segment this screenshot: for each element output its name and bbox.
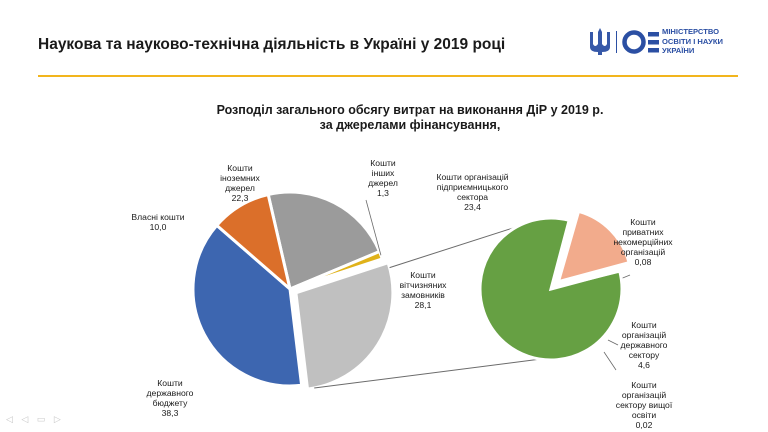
pie-slice-кошти-інших-джерел <box>289 249 385 291</box>
breakdown-slice-value-label: 0,02 <box>635 420 653 430</box>
pie-slice-label-line: Кошти <box>410 270 436 280</box>
mon-logo-bars-icon <box>648 32 659 53</box>
breakdown-slice-label-кошти-приватних-некомерційних-організацій: Кошти приватних некомерційних організацій 0,… <box>598 217 688 267</box>
pie-slice-label-line: державного <box>146 388 194 398</box>
breakdown-slice-label-line: державного <box>620 340 668 350</box>
page-title: Наукова та науково-технічна діяльність в… <box>38 36 506 53</box>
breakdown-pie <box>478 207 633 362</box>
breakdown-slice-label-line: сектору вищої <box>615 400 673 410</box>
pie-slice-label-line: Власні кошти <box>131 212 185 222</box>
chart-title-line1: Розподіл загального обсягу витрат на вик… <box>216 103 604 117</box>
pie-slice-label-line: Кошти <box>227 163 253 173</box>
chart-title-line2: за джерелами фінансування, <box>319 118 501 132</box>
pie-slice-label-line: джерел <box>225 183 255 193</box>
pie-slice-label-line: Кошти <box>157 378 183 388</box>
pie-slice-label-line: замовників <box>401 290 445 300</box>
breakdown-slice-label-line: Кошти <box>631 380 657 390</box>
main-pie <box>191 190 395 391</box>
pie-slice-label-line: вітчизняних <box>399 280 447 290</box>
breakdown-slice-кошти-організацій-державного-сектору <box>558 211 630 282</box>
breakdown-slice-label-line: організацій <box>621 330 667 340</box>
breakdown-slice-value-label: 4,6 <box>638 360 650 370</box>
pie-slice-кошти-вітчизняних-замовників <box>294 260 395 391</box>
ministry-name: МІНІСТЕРСТВО ОСВІТИ І НАУКИ УКРАЇНИ <box>662 27 723 55</box>
chart-title: Розподіл загального обсягу витрат на вик… <box>130 103 690 133</box>
pie-slice-label-кошти-інших-джерел: Кошти інших джерел 1,3 <box>358 158 408 198</box>
breakdown-slice-label-line: організацій <box>620 247 666 257</box>
slide-nav-controls[interactable]: ◁ ◁ ▭ ▷ <box>6 414 64 424</box>
pie-slice-label-line: іноземних <box>220 173 260 183</box>
pie-slice-label-кошти-державного-бюджету: Кошти державного бюджету 38,3 <box>130 378 210 418</box>
breakdown-slice-label-line: організацій <box>621 390 667 400</box>
pie-slice-label-line: інших <box>371 168 395 178</box>
trident-icon <box>590 28 610 55</box>
breakdown-slice-label-кошти-організацій-державного-сектору: Кошти організацій державного сектору 4,6 <box>604 320 684 370</box>
pie-slice-кошти-державного-бюджету <box>191 223 304 388</box>
leader-line-breakdown-1 <box>607 339 619 346</box>
leader-line-breakdown-2 <box>603 351 617 371</box>
breakdown-slice-label-line: Кошти <box>630 217 656 227</box>
breakdown-slice-кошти-організацій-підприємницького-сектора <box>478 216 624 362</box>
mon-logo-icon <box>622 30 646 54</box>
breakdown-slice-label-line: приватних <box>622 227 664 237</box>
pie-slice-label-власні-кошти: Власні кошти 10,0 <box>118 212 198 232</box>
breakdown-slice-label-line: сектору <box>628 350 660 360</box>
leader-line-other-sources <box>365 199 382 256</box>
ministry-logo <box>590 28 659 55</box>
breakdown-slice-кошти-приватних-некомерційних-організацій <box>553 207 575 278</box>
pie-slice-label-line: джерел <box>368 178 398 188</box>
pie-slice-кошти-іноземних-джерел <box>266 190 382 292</box>
breakdown-slice-label-line: освіти <box>631 410 657 420</box>
breakdown-slice-label-кошти-організацій-сектору-вищої-освіти: Кошти організацій сектору вищої освіти 0,02 <box>604 380 684 430</box>
pie-slice-value-label: 28,1 <box>414 300 432 310</box>
breakdown-slice-label-line: некомерційних <box>613 237 673 247</box>
logo-divider <box>616 31 617 53</box>
pie-slice-value-label: 1,3 <box>377 188 389 198</box>
pie-slice-value-label: 38,3 <box>161 408 179 418</box>
breakdown-slice-value-label: 0,08 <box>634 257 652 267</box>
pie-slice-label-line: Кошти <box>370 158 396 168</box>
breakdown-slice-label-line: Кошти <box>631 320 657 330</box>
pie-slice-value-label: 22,3 <box>231 193 249 203</box>
pie-slice-value-label: 10,0 <box>149 222 167 232</box>
breakdown-slice-label-line: підприємницького <box>436 182 509 192</box>
connector-line-bottom <box>314 358 542 389</box>
pie-slice-label-кошти-вітчизняних-замовників: Кошти вітчизняних замовників 28,1 <box>388 270 458 310</box>
breakdown-slice-кошти-організацій-сектору-вищої-освіти <box>562 266 633 287</box>
breakdown-slice-value-label: 23,4 <box>464 202 481 212</box>
pie-slice-label-кошти-іноземних-джерел: Кошти іноземних джерел 22,3 <box>205 163 275 203</box>
breakdown-slice-label-line: Кошти організацій <box>436 172 509 182</box>
breakdown-slice-label-line: сектора <box>456 192 489 202</box>
breakdown-slice-label-кошти-організацій-підприємницького-сектора: Кошти організацій підприємницького сектора… <box>415 172 530 212</box>
pie-slice-label-line: бюджету <box>152 398 188 408</box>
header-divider <box>38 75 738 77</box>
pie-slice-власні-кошти <box>214 192 293 294</box>
